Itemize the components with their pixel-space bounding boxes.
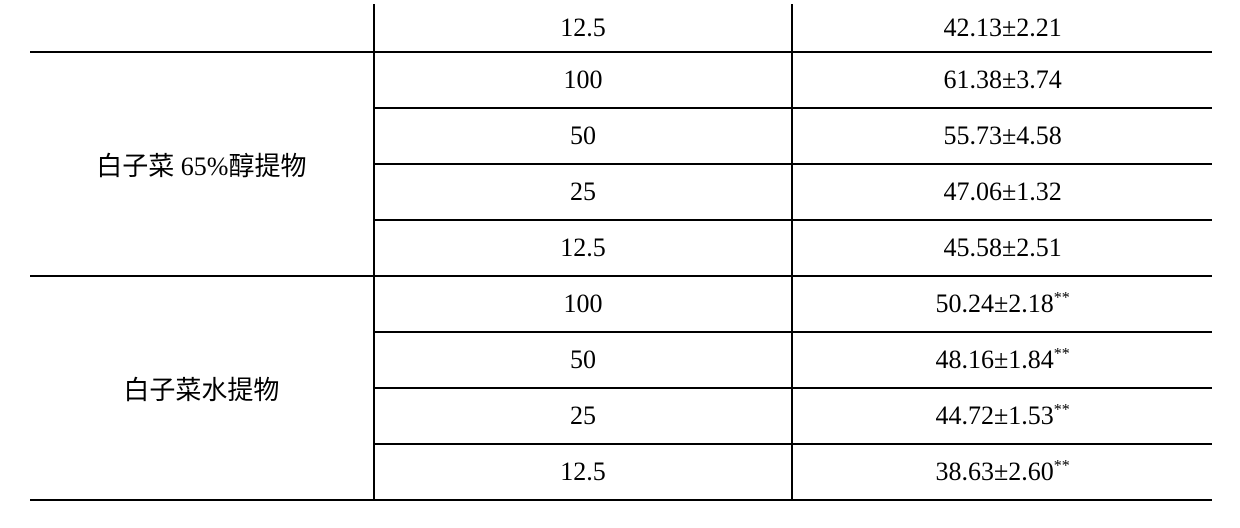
value-text: 47.06±1.32 [943, 177, 1061, 206]
table-row: 白子菜 65%醇提物 100 61.38±3.74 [30, 52, 1212, 108]
sig-mark: ** [1054, 289, 1070, 306]
value-cell: 48.16±1.84** [792, 332, 1212, 388]
value-cell: 47.06±1.32 [792, 164, 1212, 220]
dose-cell: 12.5 [374, 444, 792, 500]
dose-cell: 25 [374, 164, 792, 220]
dose-cell: 100 [374, 52, 792, 108]
dose-cell: 12.5 [374, 4, 792, 52]
page: 12.5 42.13±2.21 白子菜 65%醇提物 100 61.38±3.7… [0, 0, 1240, 528]
value-text: 55.73±4.58 [943, 121, 1061, 150]
dose-cell: 100 [374, 276, 792, 332]
sig-mark: ** [1054, 457, 1070, 474]
dose-cell: 50 [374, 332, 792, 388]
table-row: 12.5 42.13±2.21 [30, 4, 1212, 52]
value-text: 61.38±3.74 [943, 65, 1061, 94]
value-text: 48.16±1.84 [935, 345, 1053, 374]
value-cell: 38.63±2.60** [792, 444, 1212, 500]
sig-mark: ** [1054, 401, 1070, 418]
dose-cell: 50 [374, 108, 792, 164]
value-text: 45.58±2.51 [943, 233, 1061, 262]
group-label-cell: 白子菜水提物 [30, 276, 374, 500]
value-text: 38.63±2.60 [935, 457, 1053, 486]
value-text: 44.72±1.53 [935, 401, 1053, 430]
value-text: 50.24±2.18 [935, 289, 1053, 318]
value-cell: 55.73±4.58 [792, 108, 1212, 164]
value-cell: 44.72±1.53** [792, 388, 1212, 444]
group-label-cell: 白子菜 65%醇提物 [30, 52, 374, 276]
value-cell: 61.38±3.74 [792, 52, 1212, 108]
value-cell: 42.13±2.21 [792, 4, 1212, 52]
value-cell: 50.24±2.18** [792, 276, 1212, 332]
table-row: 白子菜水提物 100 50.24±2.18** [30, 276, 1212, 332]
data-table: 12.5 42.13±2.21 白子菜 65%醇提物 100 61.38±3.7… [30, 4, 1212, 501]
value-cell: 45.58±2.51 [792, 220, 1212, 276]
sig-mark: ** [1054, 345, 1070, 362]
dose-cell: 25 [374, 388, 792, 444]
dose-cell: 12.5 [374, 220, 792, 276]
group-label-cell [30, 4, 374, 52]
value-text: 42.13±2.21 [943, 13, 1061, 42]
